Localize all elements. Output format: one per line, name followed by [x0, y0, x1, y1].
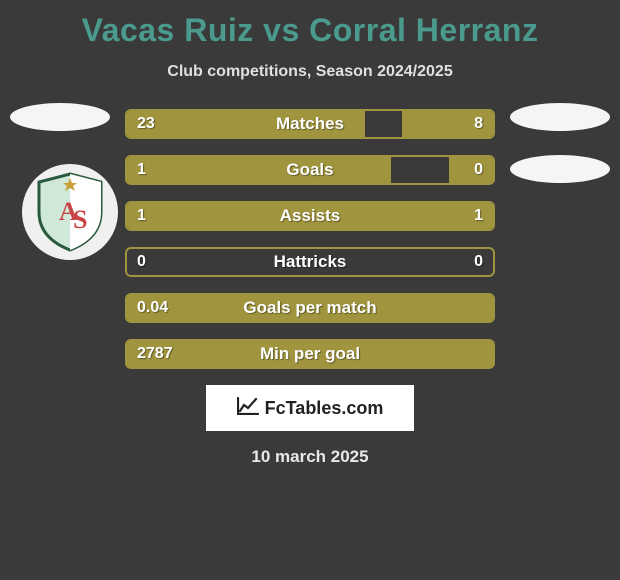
- stat-row: 238Matches: [125, 109, 495, 139]
- stat-label: Goals per match: [127, 295, 493, 321]
- watermark-text: FcTables.com: [265, 398, 384, 419]
- avatar-placeholder: [510, 155, 610, 183]
- stat-value-right: 8: [474, 111, 483, 137]
- stat-value-right: 0: [474, 157, 483, 183]
- stat-bars: 238Matches10Goals11Assists00Hattricks0.0…: [125, 109, 495, 369]
- date-text: 10 march 2025: [0, 447, 620, 467]
- comparison-content: A S 238Matches10Goals11Assists00Hattrick…: [0, 109, 620, 369]
- stat-value-right: 0: [474, 249, 483, 275]
- stat-label: Hattricks: [127, 249, 493, 275]
- subtitle: Club competitions, Season 2024/2025: [0, 63, 620, 81]
- svg-text:S: S: [73, 205, 87, 234]
- player-right-avatar: [510, 103, 610, 183]
- page-title: Vacas Ruiz vs Corral Herranz: [0, 0, 620, 49]
- stat-row: 0.04Goals per match: [125, 293, 495, 323]
- stat-value-left: 1: [137, 157, 146, 183]
- stat-value-left: 0: [137, 249, 146, 275]
- club-badge: A S: [22, 164, 118, 260]
- bar-fill-left: [127, 157, 391, 183]
- stat-value-left: 1: [137, 203, 146, 229]
- stat-row: 2787Min per goal: [125, 339, 495, 369]
- stat-value-right: 1: [474, 203, 483, 229]
- stat-value-left: 0.04: [137, 295, 168, 321]
- bar-fill-right: [310, 203, 493, 229]
- shield-icon: A S: [35, 172, 105, 252]
- bar-fill-right: [449, 157, 493, 183]
- bar-fill-left: [127, 111, 365, 137]
- avatar-placeholder: [10, 103, 110, 131]
- bar-fill-left: [127, 203, 310, 229]
- chart-icon: [237, 397, 259, 420]
- stat-row: 11Assists: [125, 201, 495, 231]
- stat-label: Min per goal: [127, 341, 493, 367]
- stat-row: 10Goals: [125, 155, 495, 185]
- stat-row: 0 0Hattricks: [125, 247, 495, 277]
- stat-value-left: 2787: [137, 341, 173, 367]
- avatar-placeholder: [510, 103, 610, 131]
- watermark: FcTables.com: [206, 385, 414, 431]
- stat-value-left: 23: [137, 111, 155, 137]
- player-left-avatar: [10, 103, 110, 131]
